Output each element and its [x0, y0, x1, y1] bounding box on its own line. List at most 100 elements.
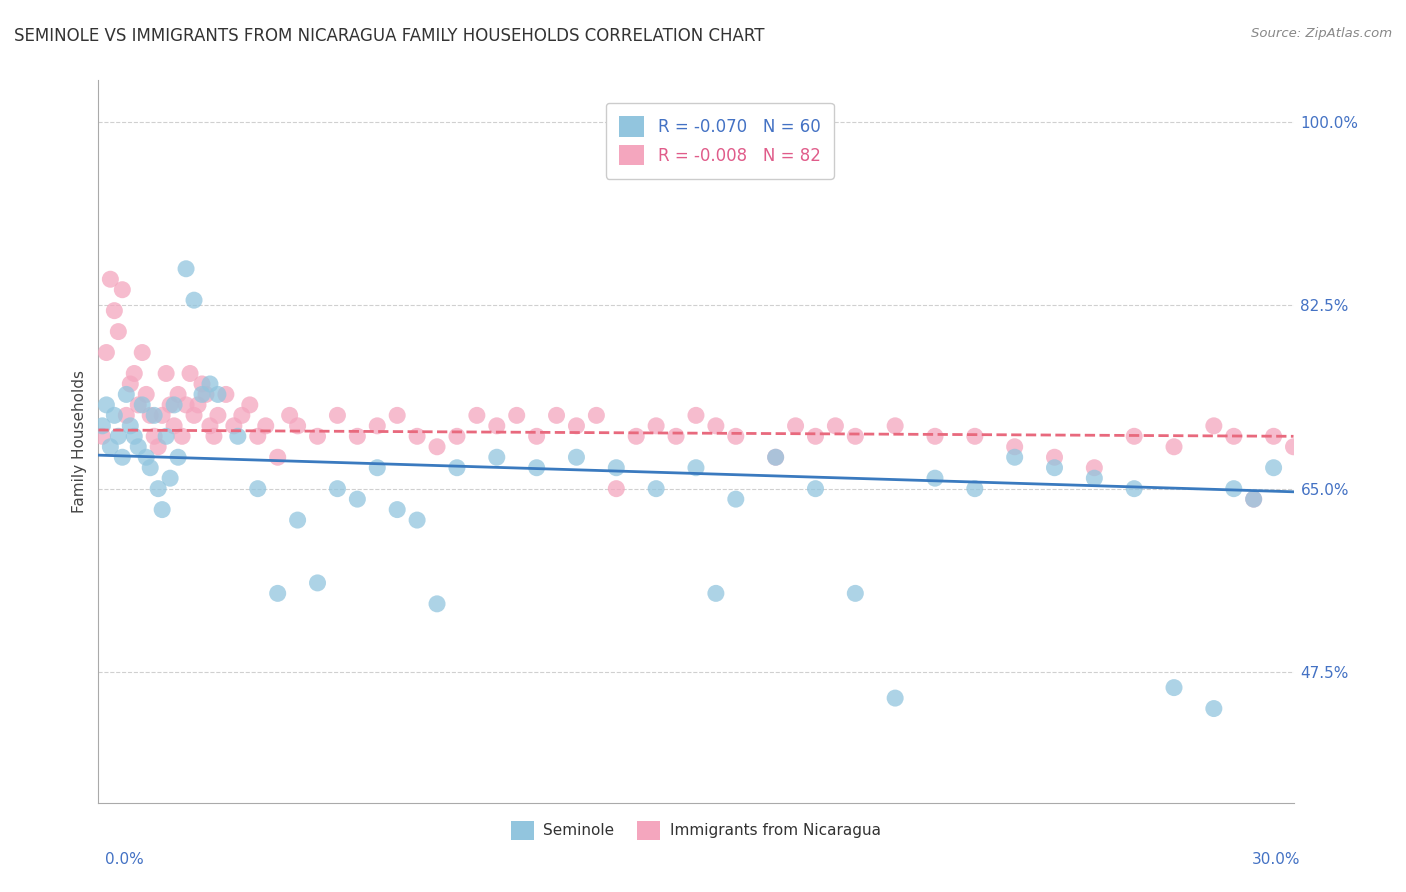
- Point: [278, 409, 301, 423]
- Point: [665, 429, 688, 443]
- Point: [120, 418, 142, 433]
- Point: [465, 409, 488, 423]
- Point: [924, 471, 946, 485]
- Point: [526, 429, 548, 443]
- Point: [107, 325, 129, 339]
- Point: [195, 387, 218, 401]
- Point: [179, 367, 201, 381]
- Point: [1202, 418, 1225, 433]
- Point: [207, 409, 229, 423]
- Point: [385, 502, 409, 516]
- Point: [1223, 429, 1246, 443]
- Point: [645, 482, 668, 496]
- Point: [346, 429, 368, 443]
- Point: [1083, 460, 1105, 475]
- Point: [385, 409, 409, 423]
- Point: [824, 418, 846, 433]
- Point: [135, 450, 157, 465]
- Point: [1163, 681, 1185, 695]
- Point: [785, 418, 807, 433]
- Point: [626, 429, 648, 443]
- Point: [139, 460, 162, 475]
- Point: [96, 345, 118, 359]
- Point: [426, 440, 449, 454]
- Point: [127, 440, 149, 454]
- Point: [1282, 440, 1305, 454]
- Point: [446, 429, 468, 443]
- Point: [1123, 429, 1146, 443]
- Point: [143, 429, 166, 443]
- Text: Source: ZipAtlas.com: Source: ZipAtlas.com: [1251, 27, 1392, 40]
- Point: [585, 409, 607, 423]
- Point: [326, 482, 349, 496]
- Point: [1043, 450, 1066, 465]
- Point: [1202, 701, 1225, 715]
- Point: [155, 367, 177, 381]
- Point: [605, 482, 627, 496]
- Point: [307, 575, 329, 590]
- Point: [506, 409, 529, 423]
- Point: [131, 398, 153, 412]
- Point: [191, 376, 214, 391]
- Point: [565, 450, 588, 465]
- Point: [135, 387, 157, 401]
- Point: [844, 586, 866, 600]
- Point: [1302, 440, 1324, 454]
- Point: [174, 261, 197, 276]
- Point: [202, 429, 225, 443]
- Point: [884, 418, 907, 433]
- Point: [267, 586, 290, 600]
- Point: [804, 482, 827, 496]
- Point: [1004, 440, 1026, 454]
- Point: [963, 429, 986, 443]
- Point: [191, 387, 214, 401]
- Point: [226, 429, 249, 443]
- Point: [207, 387, 229, 401]
- Point: [804, 429, 827, 443]
- Point: [307, 429, 329, 443]
- Point: [98, 272, 122, 286]
- Point: [426, 597, 449, 611]
- Point: [1223, 482, 1246, 496]
- Point: [167, 387, 190, 401]
- Point: [685, 460, 707, 475]
- Point: [287, 418, 309, 433]
- Point: [267, 450, 290, 465]
- Point: [103, 409, 125, 423]
- Point: [724, 492, 747, 507]
- Point: [924, 429, 946, 443]
- Point: [91, 429, 114, 443]
- Point: [446, 460, 468, 475]
- Point: [246, 429, 269, 443]
- Point: [485, 450, 508, 465]
- Point: [1043, 460, 1066, 475]
- Point: [645, 418, 668, 433]
- Y-axis label: Family Households: Family Households: [72, 370, 87, 513]
- Point: [1004, 450, 1026, 465]
- Point: [115, 387, 138, 401]
- Point: [546, 409, 568, 423]
- Point: [163, 418, 186, 433]
- Point: [124, 367, 146, 381]
- Point: [366, 460, 388, 475]
- Point: [526, 460, 548, 475]
- Point: [111, 283, 134, 297]
- Text: 0.0%: 0.0%: [105, 852, 145, 867]
- Point: [724, 429, 747, 443]
- Point: [163, 398, 186, 412]
- Point: [103, 303, 125, 318]
- Point: [159, 471, 181, 485]
- Point: [111, 450, 134, 465]
- Point: [222, 418, 245, 433]
- Point: [1123, 482, 1146, 496]
- Point: [148, 482, 170, 496]
- Point: [765, 450, 787, 465]
- Point: [287, 513, 309, 527]
- Point: [685, 409, 707, 423]
- Point: [1243, 492, 1265, 507]
- Point: [198, 376, 221, 391]
- Point: [704, 418, 727, 433]
- Point: [565, 418, 588, 433]
- Point: [167, 450, 190, 465]
- Point: [98, 440, 122, 454]
